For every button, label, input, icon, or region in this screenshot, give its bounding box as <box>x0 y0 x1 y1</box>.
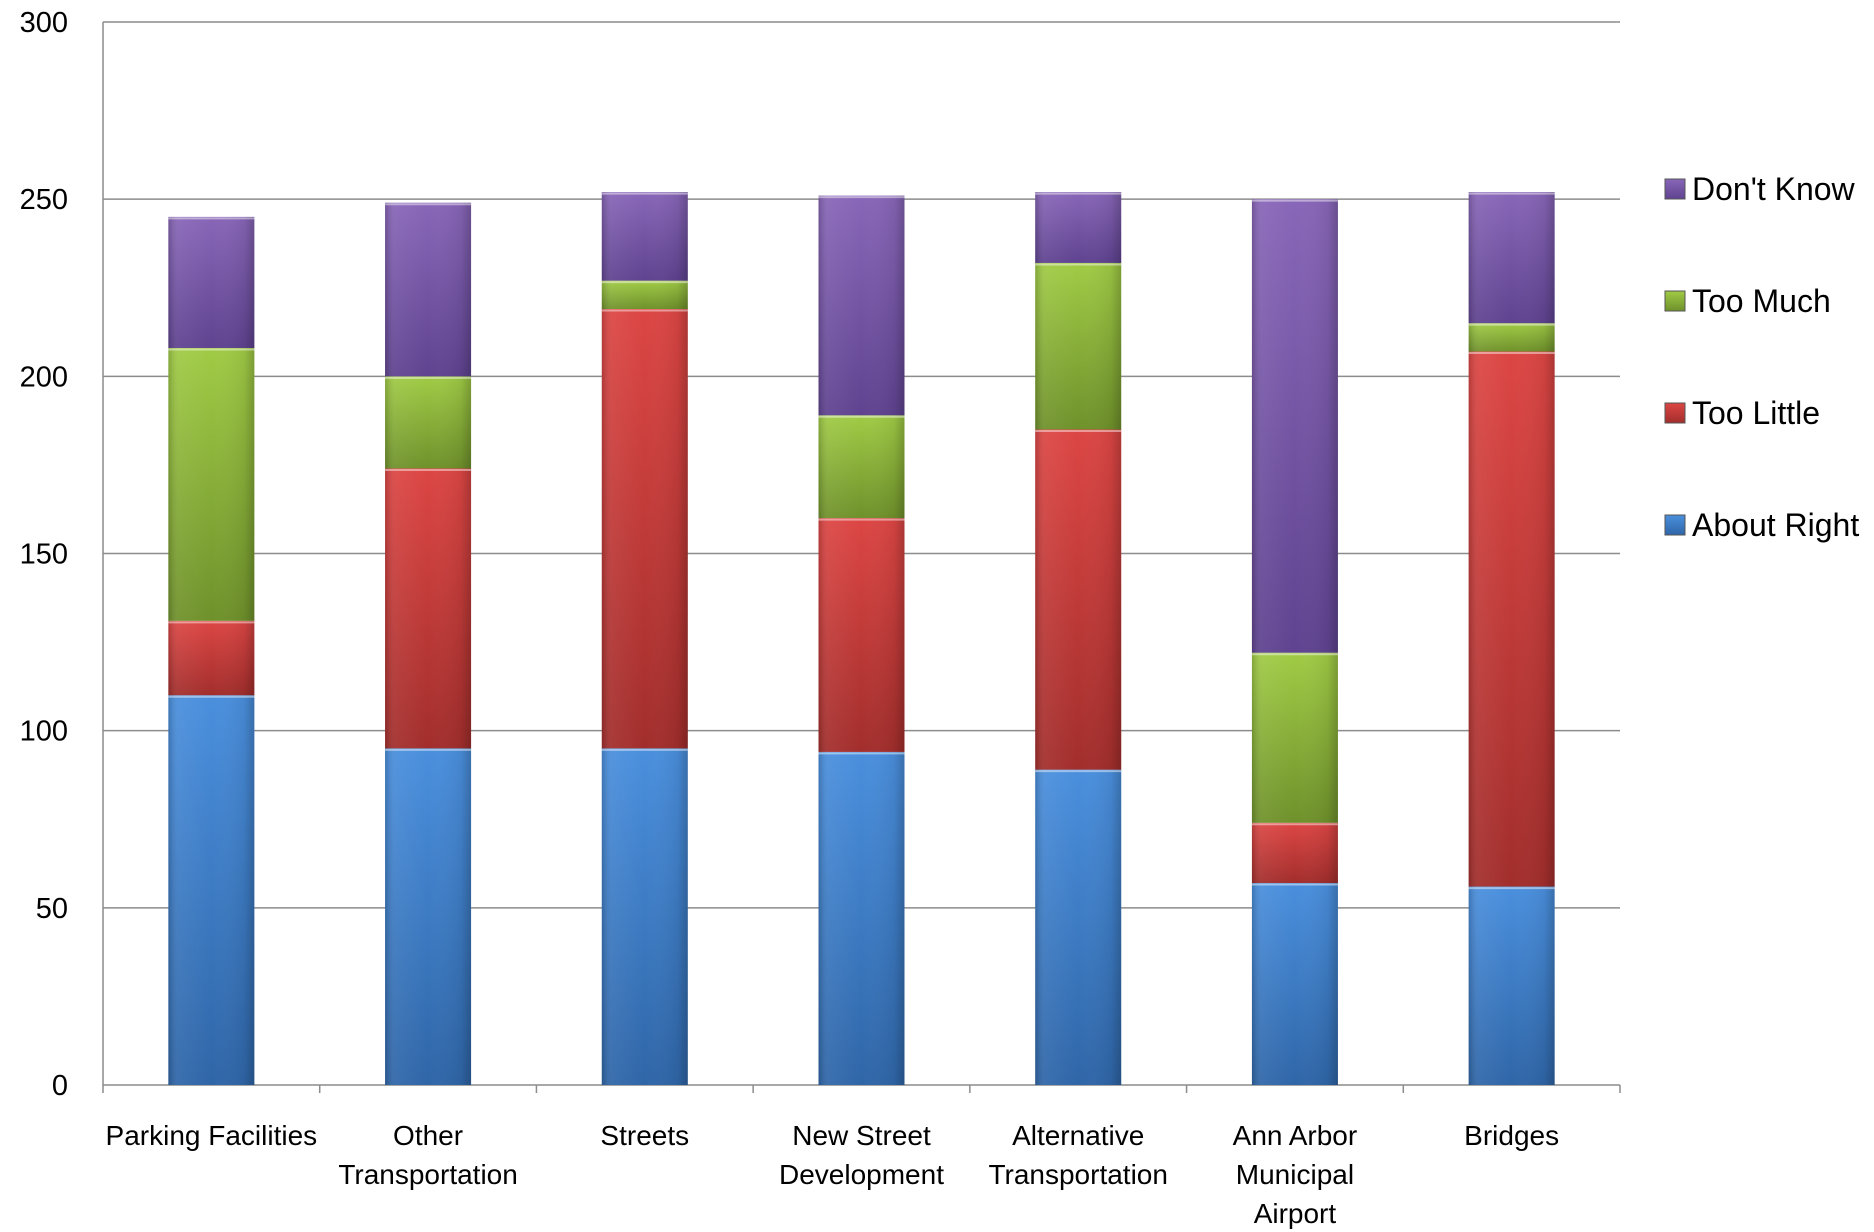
x-category-label-line: Airport <box>1254 1198 1337 1229</box>
bars <box>168 192 1555 1085</box>
x-category-label: Alternative Transportation <box>988 1120 1168 1190</box>
x-category-label: Other Transportation <box>338 1120 518 1190</box>
bar-segment-shading <box>168 347 255 621</box>
legend-swatch <box>1664 514 1686 536</box>
x-category-label-line: Transportation <box>988 1159 1168 1190</box>
x-category-label: New Street Development <box>779 1120 944 1190</box>
y-tick-labels: 0 50 100 150 200 250 300 <box>20 7 68 1102</box>
x-category-label-line: Alternative <box>1012 1120 1144 1151</box>
bar-segment-shading <box>1035 192 1122 263</box>
bar-segment-shading <box>818 751 905 1085</box>
x-category-label: Bridges <box>1464 1120 1559 1151</box>
x-category-label: Streets <box>600 1120 689 1151</box>
category-labels: Parking Facilities Other Transportation Str… <box>106 1120 1560 1229</box>
legend-swatch <box>1664 178 1686 200</box>
x-category-label-line: Development <box>779 1159 944 1190</box>
bar-segment-shading <box>818 195 905 416</box>
bar-stack <box>1035 192 1122 1085</box>
bar-segment-shading <box>168 216 255 348</box>
x-category-label-line: Transportation <box>338 1159 518 1190</box>
bar-segment-shading <box>818 415 905 519</box>
x-category-label-line: Bridges <box>1464 1120 1559 1151</box>
x-category-label: Parking Facilities <box>106 1120 318 1151</box>
bar-segment-shading <box>601 309 688 749</box>
bar-segment-shading <box>385 202 472 377</box>
legend-swatch <box>1664 402 1686 424</box>
bar-segment-shading <box>1035 769 1122 1085</box>
y-tick-label: 50 <box>36 893 68 925</box>
x-category-label-line: Ann Arbor <box>1233 1120 1358 1151</box>
bar-segment-shading <box>1035 262 1122 430</box>
bar-segment-shading <box>1251 199 1338 653</box>
bar-segment-shading <box>818 518 905 752</box>
y-tick-label: 0 <box>52 1070 68 1102</box>
legend: Don't Know Too Much Too Little About Right <box>1664 171 1859 543</box>
bar-segment-shading <box>1468 886 1555 1085</box>
x-category-label-line: Streets <box>600 1120 689 1151</box>
bar-segment-shading <box>385 468 472 749</box>
bar-segment-shading <box>1468 192 1555 324</box>
bar-segment-shading <box>168 620 255 696</box>
legend-label: About Right <box>1692 507 1859 543</box>
legend-swatch <box>1664 290 1686 312</box>
bar-segment-shading <box>601 748 688 1085</box>
bar-stack <box>818 195 905 1085</box>
bar-stack <box>601 192 688 1085</box>
bar-stack <box>385 202 472 1085</box>
bar-segment-shading <box>1468 351 1555 887</box>
x-category-label-line: New Street <box>792 1120 931 1151</box>
legend-label: Too Little <box>1692 395 1820 431</box>
bar-segment-shading <box>601 192 688 281</box>
bar-segment-shading <box>1251 883 1338 1085</box>
y-tick-label: 100 <box>20 716 68 748</box>
bar-segment-shading <box>1468 323 1555 352</box>
y-tick-label: 300 <box>20 7 68 39</box>
bar-segment-shading <box>168 695 255 1085</box>
x-category-label-line: Municipal <box>1236 1159 1354 1190</box>
legend-label: Too Much <box>1692 283 1831 319</box>
x-category-label: Ann Arbor Municipal Airport <box>1233 1120 1358 1229</box>
bar-stack <box>1468 192 1555 1085</box>
bar-segment-shading <box>601 280 688 310</box>
legend-label: Don't Know <box>1692 171 1856 207</box>
x-category-label-line: Other <box>393 1120 463 1151</box>
bar-segment-shading <box>385 376 472 469</box>
y-tick-label: 150 <box>20 539 68 571</box>
bar-stack <box>168 216 255 1085</box>
bar-segment-shading <box>1035 429 1122 770</box>
x-category-label-line: Parking Facilities <box>106 1120 318 1151</box>
y-tick-label: 250 <box>20 184 68 216</box>
bar-segment-shading <box>1251 652 1338 823</box>
bar-segment-shading <box>1251 822 1338 884</box>
y-tick-label: 200 <box>20 361 68 393</box>
bar-stack <box>1251 199 1338 1085</box>
bar-segment-shading <box>385 748 472 1085</box>
